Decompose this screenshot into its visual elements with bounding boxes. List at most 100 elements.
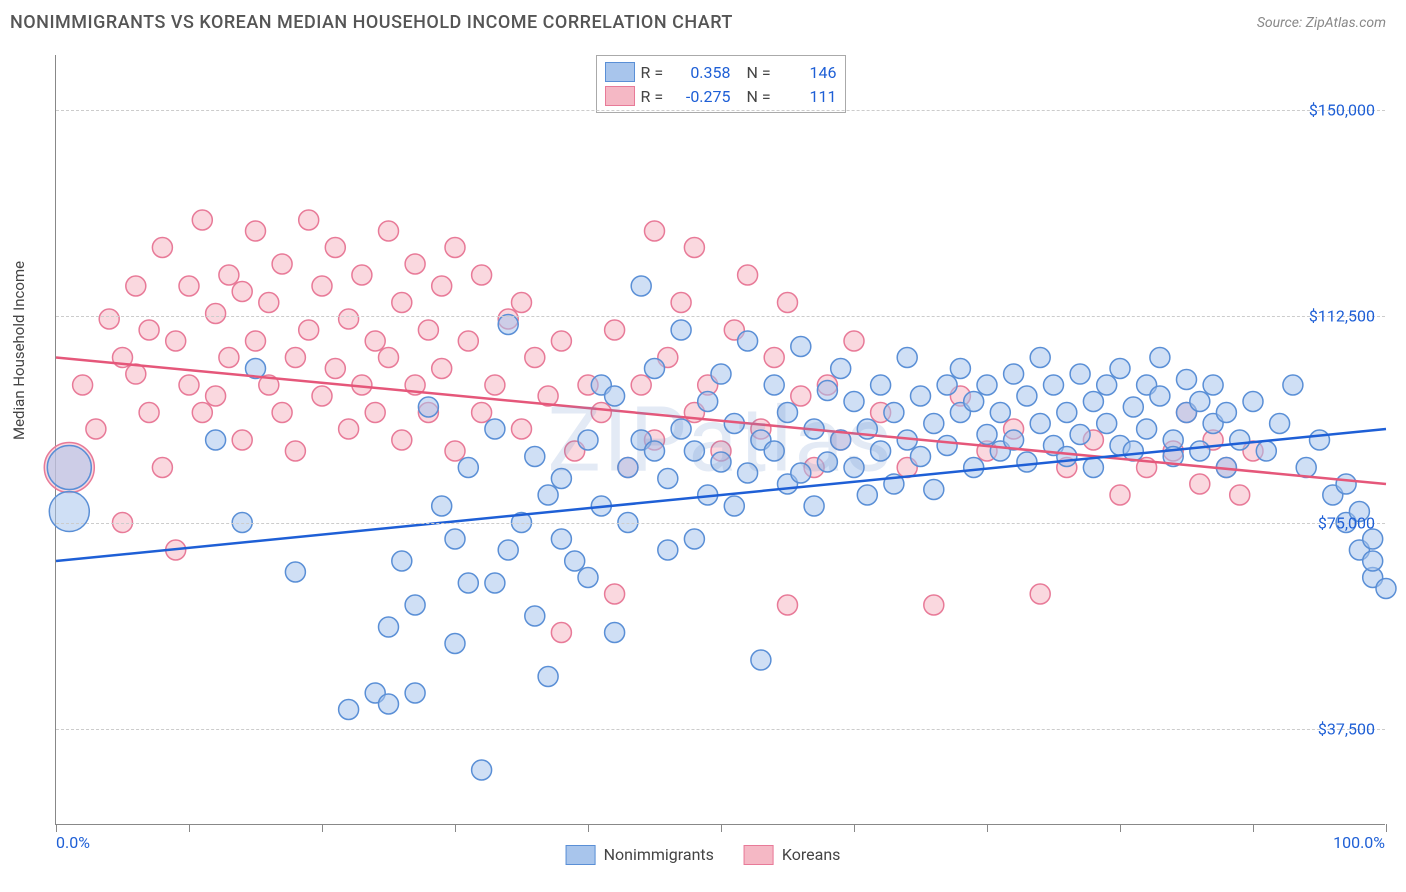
data-point	[817, 452, 837, 472]
x-tick	[1386, 824, 1387, 832]
data-point	[551, 623, 571, 643]
data-point	[472, 403, 492, 423]
data-point	[1270, 414, 1290, 434]
data-point	[1057, 447, 1077, 467]
data-point	[166, 331, 186, 351]
data-point	[551, 469, 571, 489]
data-point	[47, 446, 91, 490]
data-point	[618, 458, 638, 478]
data-point	[764, 348, 784, 368]
data-point	[738, 331, 758, 351]
data-point	[937, 436, 957, 456]
data-point	[778, 403, 798, 423]
data-point	[911, 447, 931, 467]
x-tick	[1253, 824, 1254, 832]
data-point	[1057, 403, 1077, 423]
data-point	[897, 348, 917, 368]
data-point	[1230, 485, 1250, 505]
data-point	[857, 485, 877, 505]
data-point	[1083, 392, 1103, 412]
data-point	[1363, 529, 1383, 549]
data-point	[299, 210, 319, 230]
gridline	[56, 729, 1385, 730]
x-min-label: 0.0%	[56, 833, 90, 852]
data-point	[924, 414, 944, 434]
r-label: R =	[641, 63, 669, 82]
data-point	[924, 595, 944, 615]
legend-label: Nonimmigrants	[604, 845, 714, 864]
data-point	[152, 238, 172, 258]
y-tick-label: $150,000	[1309, 101, 1375, 120]
legend-series: Nonimmigrants Koreans	[566, 837, 841, 872]
data-point	[139, 320, 159, 340]
data-point	[418, 397, 438, 417]
data-point	[924, 480, 944, 500]
data-point	[1376, 579, 1396, 599]
data-point	[458, 458, 478, 478]
data-point	[458, 331, 478, 351]
data-point	[339, 700, 359, 720]
data-point	[432, 496, 452, 516]
data-point	[778, 595, 798, 615]
data-point	[379, 221, 399, 241]
data-point	[605, 584, 625, 604]
data-point	[964, 392, 984, 412]
x-tick	[455, 824, 456, 832]
data-point	[445, 441, 465, 461]
legend-stats: R =0.358N =146R =-0.275N =111	[596, 55, 846, 113]
data-point	[325, 238, 345, 258]
data-point	[645, 221, 665, 241]
data-point	[738, 463, 758, 483]
data-point	[1110, 485, 1130, 505]
chart-plot-area: ZIPatlas R =0.358N =146R =-0.275N =111 $…	[55, 55, 1385, 825]
data-point	[1030, 414, 1050, 434]
data-point	[472, 265, 492, 285]
data-point	[605, 320, 625, 340]
data-point	[219, 265, 239, 285]
data-point	[591, 403, 611, 423]
data-point	[1150, 386, 1170, 406]
data-point	[512, 419, 532, 439]
data-point	[339, 309, 359, 329]
data-point	[605, 386, 625, 406]
data-point	[671, 419, 691, 439]
x-tick	[322, 824, 323, 832]
y-tick-label: $112,500	[1309, 307, 1375, 326]
data-point	[671, 293, 691, 313]
data-point	[844, 392, 864, 412]
source-label: Source: ZipAtlas.com	[1257, 15, 1386, 31]
data-point	[605, 623, 625, 643]
data-point	[192, 210, 212, 230]
data-point	[365, 331, 385, 351]
data-point	[844, 331, 864, 351]
data-point	[405, 683, 425, 703]
x-tick	[189, 824, 190, 832]
data-point	[658, 469, 678, 489]
data-point	[1203, 375, 1223, 395]
gridline	[56, 110, 1385, 111]
data-point	[724, 496, 744, 516]
data-point	[1097, 375, 1117, 395]
data-point	[379, 694, 399, 714]
data-point	[498, 315, 518, 335]
legend-label: Koreans	[782, 845, 841, 864]
data-point	[1283, 375, 1303, 395]
n-label: N =	[747, 63, 775, 82]
legend-item: Koreans	[744, 845, 841, 865]
data-point	[631, 276, 651, 296]
data-point	[1017, 386, 1037, 406]
data-point	[365, 403, 385, 423]
header: NONIMMIGRANTS VS KOREAN MEDIAN HOUSEHOLD…	[0, 0, 1406, 45]
data-point	[432, 359, 452, 379]
data-point	[1243, 392, 1263, 412]
data-point	[152, 458, 172, 478]
data-point	[232, 430, 252, 450]
data-point	[1097, 414, 1117, 434]
data-point	[1310, 430, 1330, 450]
data-point	[1030, 584, 1050, 604]
data-point	[232, 282, 252, 302]
data-point	[791, 337, 811, 357]
data-point	[49, 492, 89, 532]
data-point	[432, 276, 452, 296]
data-point	[764, 375, 784, 395]
